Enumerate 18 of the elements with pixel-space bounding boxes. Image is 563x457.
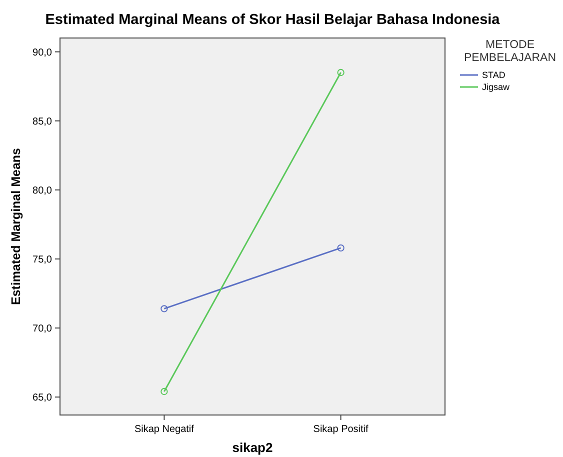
y-axis-title: Estimated Marginal Means — [9, 148, 23, 305]
point — [160, 305, 168, 312]
legend-title: METODE PEMBELAJARAN — [464, 39, 556, 64]
y-tick-label: 80,0 — [32, 185, 52, 196]
x-tick-label: Sikap Negatif — [134, 424, 194, 435]
x-axis-title: sikap2 — [232, 440, 273, 455]
legend-label: Jigsaw — [482, 82, 510, 92]
y-tick-label: 70,0 — [32, 324, 52, 334]
point — [337, 68, 344, 76]
chart-title: Estimated Marginal Means of Skor Hasil Belajar Bahasa Indonesia — [45, 12, 501, 28]
legend-label: STAD — [482, 70, 506, 80]
y-tick-label: 90,0 — [32, 47, 52, 58]
y-tick-label: 75,0 — [32, 254, 52, 266]
point — [337, 244, 344, 252]
point — [160, 388, 168, 396]
x-tick-label: Sikap Positif — [313, 424, 369, 435]
y-tick-label: 85,0 — [32, 116, 52, 128]
y-tick-label: 65,0 — [32, 392, 52, 404]
